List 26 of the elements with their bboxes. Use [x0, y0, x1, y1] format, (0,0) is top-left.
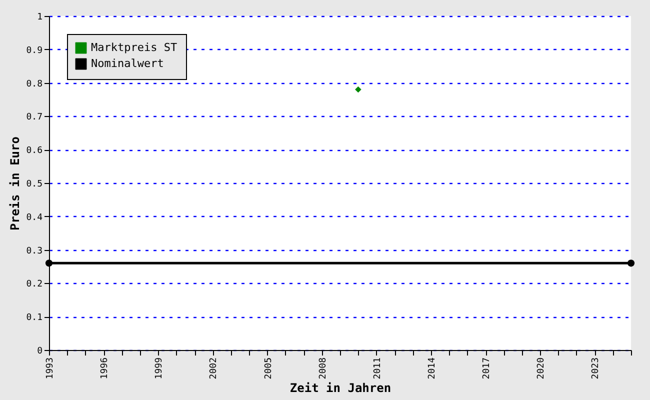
legend-label: Nominalwert	[91, 57, 164, 70]
x-tick-label: 2017	[482, 358, 492, 380]
x-tick-label: 2005	[264, 358, 274, 380]
y-tick-label: 0.4	[26, 212, 42, 223]
y-tick-label: 0.5	[26, 180, 42, 190]
x-tick-label: 2023	[591, 358, 602, 380]
x-tick-label: 1993	[46, 358, 56, 380]
legend-label: Marktpreis ST	[91, 41, 178, 54]
x-tick-label: 2020	[536, 358, 547, 380]
x-tick-label: 1996	[100, 358, 110, 380]
x-tick-label: 1999	[154, 358, 165, 380]
x-tick-label: 2002	[209, 358, 220, 380]
y-tick-label: 0	[37, 346, 42, 356]
y-tick-label: 0.6	[26, 146, 42, 156]
x-tick-label: 2011	[372, 358, 383, 380]
x-tick-label: 2014	[427, 358, 438, 380]
y-tick-label: 0.2	[26, 280, 42, 290]
y-tick-label: 0.3	[26, 246, 42, 256]
y-axis-title: Preis in Euro	[8, 136, 22, 230]
x-axis-title: Zeit in Jahren	[290, 381, 392, 396]
y-tick-label: 1	[37, 12, 42, 22]
y-tick-label: 0.7	[26, 112, 42, 123]
y-tick-label: 0.8	[26, 79, 42, 90]
y-tick-label: 0.9	[26, 46, 42, 56]
y-tick-label: 0.1	[26, 313, 42, 324]
x-tick-label: 2008	[318, 358, 328, 380]
